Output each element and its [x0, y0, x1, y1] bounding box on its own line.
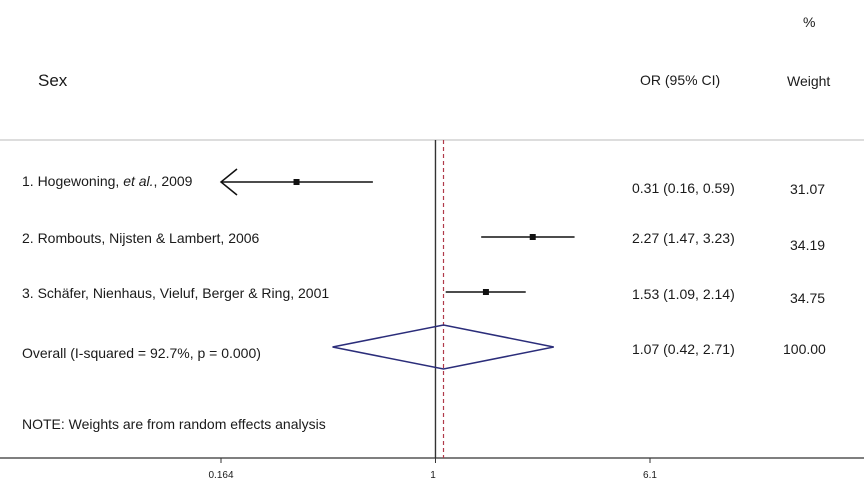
- overall-diamond: [332, 324, 554, 370]
- study-weight-3: 34.75: [790, 290, 826, 306]
- study-label-3: 3. Schäfer, Nienhaus, Vieluf, Berger & R…: [22, 285, 330, 301]
- weight-percent-header: %: [803, 14, 816, 30]
- study-label-2: 2. Rombouts, Nijsten & Lambert, 2006: [22, 230, 260, 246]
- study-ci-1: 0.31 (0.16, 0.59): [632, 180, 735, 196]
- effect-column-header: OR (95% CI): [640, 72, 721, 88]
- footnote: NOTE: Weights are from random effects an…: [22, 416, 326, 432]
- study-weight-1: 31.07: [790, 181, 826, 197]
- overall-weight: 100.00: [783, 341, 826, 357]
- point-estimate-1: [293, 179, 300, 185]
- point-estimate-3: [482, 289, 489, 295]
- study-ci-2: 2.27 (1.47, 3.23): [632, 230, 735, 246]
- overall-ci: 1.07 (0.42, 2.71): [632, 341, 735, 357]
- study-label-1: 1. Hogewoning, et al., 2009: [22, 173, 193, 189]
- x-tick-label-0: 0.164: [208, 470, 234, 481]
- study-ci-3: 1.53 (1.09, 2.14): [632, 286, 735, 302]
- chart-title: Sex: [38, 71, 68, 90]
- study-weight-2: 34.19: [790, 237, 826, 253]
- weight-column-header: Weight: [787, 73, 831, 89]
- x-tick-label-2: 6.1: [643, 470, 657, 481]
- x-tick-label-1: 1: [430, 470, 436, 481]
- point-estimate-2: [529, 234, 536, 240]
- overall-label: Overall (I-squared = 92.7%, p = 0.000): [22, 345, 261, 361]
